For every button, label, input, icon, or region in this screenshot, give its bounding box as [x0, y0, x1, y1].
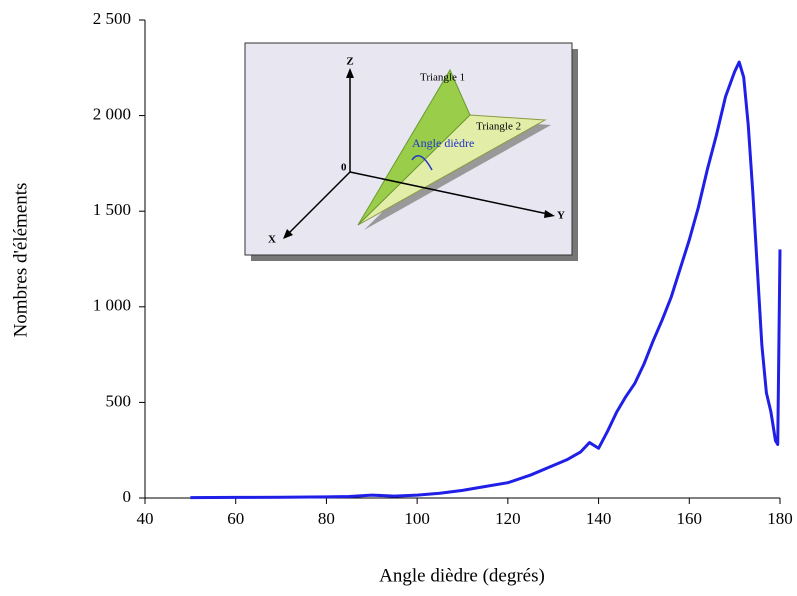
x-axis-label: Angle dièdre (degrés) — [379, 565, 545, 586]
angle-arc — [411, 155, 433, 171]
x-tick-label: 80 — [318, 509, 335, 528]
y-axis — [349, 171, 549, 215]
y-tick-label: 1 500 — [93, 200, 131, 219]
y-tick-label: 2 000 — [93, 105, 131, 124]
annotation: Triangle 1 — [420, 72, 465, 84]
annotation: Triangle 2 — [476, 121, 521, 133]
x-tick-label: 100 — [404, 509, 430, 528]
x-axis — [287, 171, 351, 235]
x-tick-label: 120 — [495, 509, 521, 528]
annotation: Angle dièdre — [412, 136, 474, 150]
annotation: 0 — [341, 162, 347, 174]
x-tick-label: 60 — [227, 509, 244, 528]
annotation: Y — [557, 210, 565, 222]
x-tick-label: 180 — [767, 509, 793, 528]
y-tick-label: 500 — [106, 391, 132, 410]
triangle-1 — [357, 68, 471, 226]
x-tick-label: 40 — [137, 509, 154, 528]
annotation: Z — [346, 56, 353, 68]
arrow — [283, 229, 293, 239]
x-tick-label: 160 — [677, 509, 703, 528]
y-axis-label: Nombres d'éléments — [10, 183, 31, 338]
y-tick-label: 0 — [123, 487, 132, 506]
arrow — [346, 68, 354, 78]
arrow — [544, 210, 555, 218]
triangle-shadow — [364, 120, 551, 230]
inset-diagram: Z Triangle 1 Triangle 2 Angle dièdre 0 Y… — [244, 42, 578, 261]
y-tick-label: 1 000 — [93, 296, 131, 315]
data-line — [190, 60, 782, 500]
x-tick-label: 140 — [586, 509, 612, 528]
y-tick-label: 2 500 — [93, 9, 131, 28]
annotation: X — [268, 234, 276, 246]
